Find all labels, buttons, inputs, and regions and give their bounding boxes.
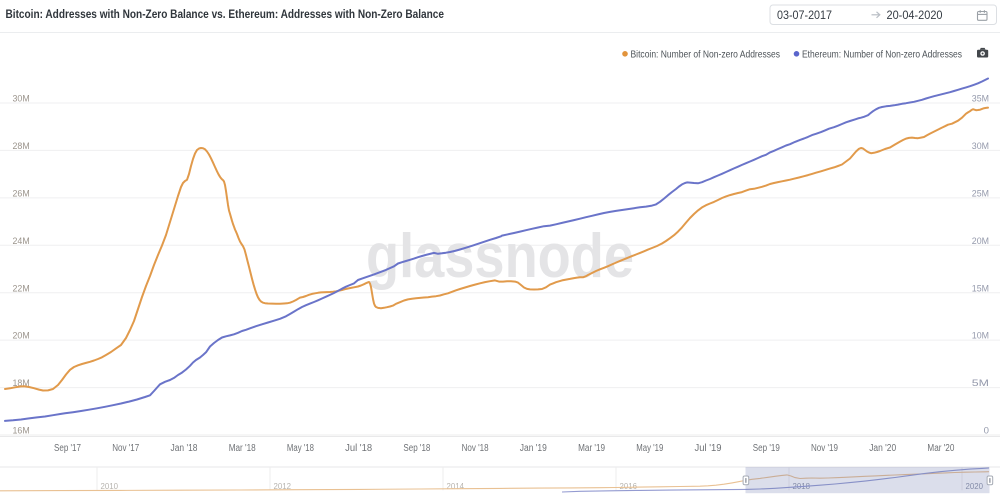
svg-text:Nov '19: Nov '19 xyxy=(811,443,838,454)
svg-text:Mar '19: Mar '19 xyxy=(578,443,605,454)
svg-text:May '18: May '18 xyxy=(287,443,314,454)
svg-text:May '19: May '19 xyxy=(636,443,663,454)
svg-text:20M: 20M xyxy=(13,331,30,342)
svg-text:30M: 30M xyxy=(972,141,989,152)
svg-text:0: 0 xyxy=(984,426,989,437)
svg-text:Jan '18: Jan '18 xyxy=(171,443,198,454)
svg-text:5M: 5M xyxy=(972,378,989,389)
svg-text:2020: 2020 xyxy=(966,481,984,491)
svg-text:Bitcoin: Number of Non-zero Ad: Bitcoin: Number of Non-zero Addresses xyxy=(631,49,781,60)
svg-text:03-07-2017: 03-07-2017 xyxy=(777,10,832,22)
svg-text:Jul '19: Jul '19 xyxy=(695,443,722,454)
svg-text:20M: 20M xyxy=(972,236,989,247)
svg-text:Bitcoin: Addresses with Non-Ze: Bitcoin: Addresses with Non-Zero Balance… xyxy=(6,7,445,21)
svg-text:30M: 30M xyxy=(13,94,30,105)
svg-text:20-04-2020: 20-04-2020 xyxy=(887,10,943,22)
svg-text:Sep '18: Sep '18 xyxy=(403,443,430,454)
svg-text:Jul '18: Jul '18 xyxy=(345,443,373,454)
svg-text:25M: 25M xyxy=(972,189,989,200)
svg-text:Jan '20: Jan '20 xyxy=(869,443,896,454)
svg-text:10M: 10M xyxy=(972,331,989,342)
svg-text:Nov '18: Nov '18 xyxy=(462,443,489,454)
svg-text:Nov '17: Nov '17 xyxy=(112,443,139,454)
svg-text:Sep '17: Sep '17 xyxy=(54,443,81,454)
svg-text:2016: 2016 xyxy=(620,481,638,491)
svg-text:2014: 2014 xyxy=(447,481,465,491)
svg-text:22M: 22M xyxy=(13,283,30,294)
svg-text:15M: 15M xyxy=(972,283,989,294)
svg-text:2012: 2012 xyxy=(274,481,292,491)
svg-text:glassnode: glassnode xyxy=(366,222,634,291)
svg-text:26M: 26M xyxy=(13,189,30,200)
svg-text:Mar '18: Mar '18 xyxy=(229,443,256,454)
svg-text:2010: 2010 xyxy=(101,481,119,491)
svg-text:35M: 35M xyxy=(972,94,989,105)
svg-text:Ethereum: Number of Non-zero A: Ethereum: Number of Non-zero Addresses xyxy=(802,49,962,60)
svg-text:16M: 16M xyxy=(13,426,30,437)
svg-text:Sep '19: Sep '19 xyxy=(753,443,780,454)
svg-text:18M: 18M xyxy=(13,378,30,389)
svg-text:28M: 28M xyxy=(13,141,30,152)
svg-text:24M: 24M xyxy=(13,236,30,247)
svg-text:Jan '19: Jan '19 xyxy=(520,443,547,454)
svg-text:Mar '20: Mar '20 xyxy=(927,443,954,454)
